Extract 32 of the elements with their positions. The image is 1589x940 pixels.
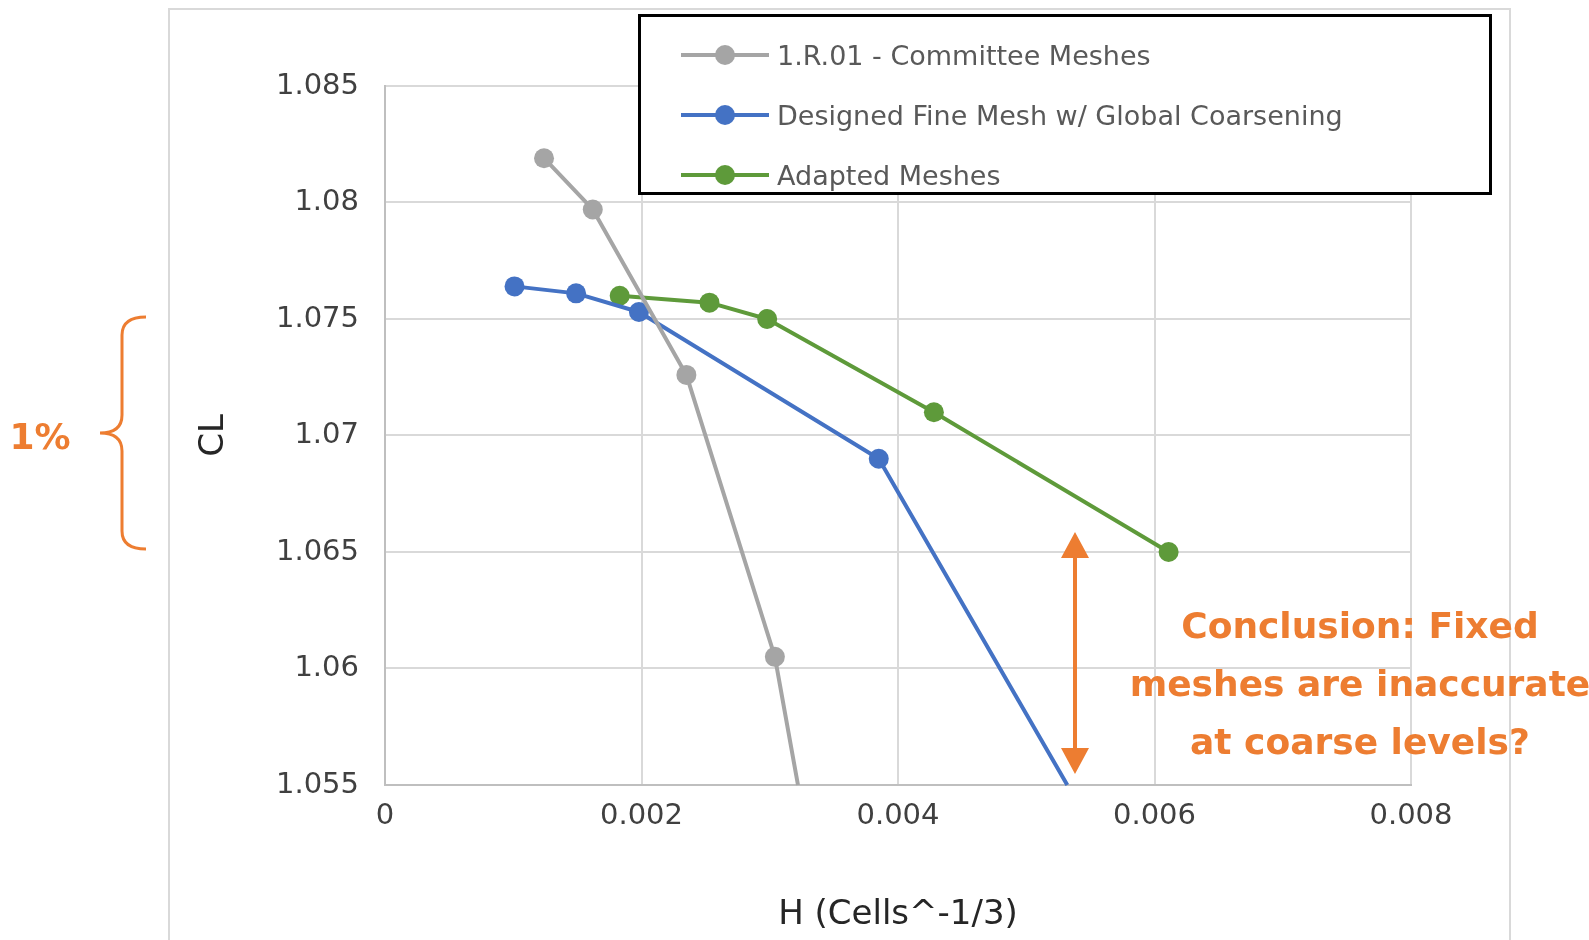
point [868,448,889,469]
x-tick-label: 0.002 [599,796,684,831]
point [764,646,785,667]
y-tick-label: 1.06 [294,649,359,684]
legend-label: Designed Fine Mesh w/ Global Coarsening [777,99,1343,131]
point [923,402,944,423]
y-tick-label: 1.085 [275,66,359,101]
y-tick-label: 1.08 [294,183,359,218]
point [757,309,778,329]
point [566,283,587,304]
y-tick-label: 1.065 [275,532,359,567]
point [1158,542,1179,562]
point [504,276,525,297]
text: 1% [8,415,72,459]
annotation: Conclusion: Fixed meshes are inaccurate at coarse levels? [1128,604,1589,764]
x-tick-label: 0.008 [1369,796,1453,831]
legend-label: 1.R.01 - Committee Meshes [777,39,1151,71]
x-tick-label: 0 [375,796,395,831]
point [582,199,603,220]
point [699,292,720,313]
y-tick-label: 1.055 [275,765,359,800]
y-tick-label: 1.07 [294,416,359,451]
point [534,148,555,169]
y-tick-label: 1.075 [275,299,359,334]
legend-label: Adapted Meshes [777,159,1001,191]
x-axis-title: H (Cells^-1/3) [778,892,1018,933]
point [609,285,630,306]
point [676,364,697,385]
x-tick-label: 0.006 [1112,796,1197,831]
x-tick-label: 0.004 [856,796,940,831]
y-axis-title: CL [191,414,232,457]
point [628,302,649,323]
